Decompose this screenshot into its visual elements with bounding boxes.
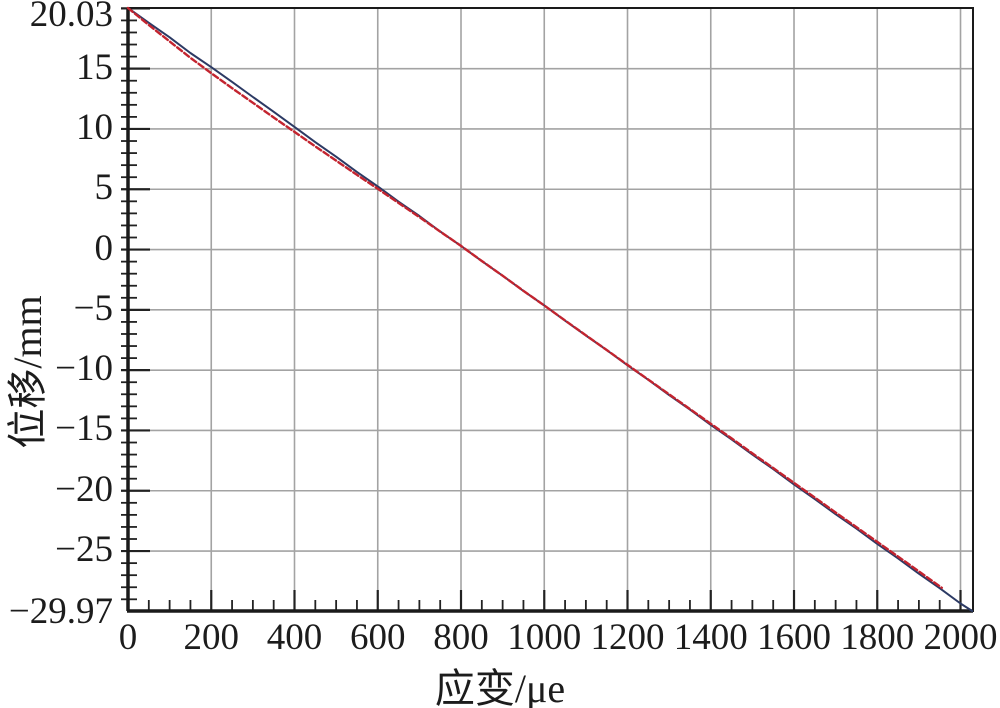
x-tick-label: 1200	[590, 617, 665, 658]
series-red-dashed-line	[126, 6, 943, 589]
y-tick-label: −5	[73, 287, 113, 329]
y-tick-label: −15	[55, 408, 113, 450]
y-axis-max-label: 20.03	[29, 0, 113, 35]
y-tick-label: −20	[55, 468, 113, 510]
y-axis-min-label: −29.97	[8, 591, 113, 632]
x-axis-title: 应变/μe	[434, 666, 566, 708]
x-tick-label: 1000	[507, 617, 582, 658]
x-tick-label: 0	[118, 617, 138, 658]
y-tick-label: 10	[76, 106, 113, 148]
y-tick-label: 0	[94, 227, 114, 269]
x-tick-label: 800	[433, 617, 489, 658]
x-tick-label: 200	[183, 617, 240, 658]
y-tick-label: −10	[55, 348, 113, 390]
x-tick-label: 1800	[840, 617, 915, 658]
y-tick-label: −25	[55, 529, 113, 571]
x-tick-label: 1600	[757, 617, 831, 658]
y-tick-label: 5	[94, 167, 114, 209]
x-tick-label: 400	[266, 617, 323, 658]
x-tick-label: 2000	[923, 617, 998, 658]
y-tick-label: 15	[76, 46, 113, 88]
x-tick-label: 600	[350, 617, 406, 658]
x-tick-label: 1400	[673, 617, 748, 658]
